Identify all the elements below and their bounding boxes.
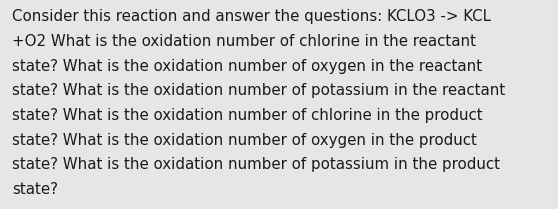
Text: state? What is the oxidation number of potassium in the product: state? What is the oxidation number of p… [12, 157, 501, 172]
Text: state? What is the oxidation number of potassium in the reactant: state? What is the oxidation number of p… [12, 83, 506, 98]
Text: state? What is the oxidation number of oxygen in the reactant: state? What is the oxidation number of o… [12, 59, 483, 74]
Text: +O2 What is the oxidation number of chlorine in the reactant: +O2 What is the oxidation number of chlo… [12, 34, 477, 49]
Text: state? What is the oxidation number of chlorine in the product: state? What is the oxidation number of c… [12, 108, 483, 123]
Text: Consider this reaction and answer the questions: KCLO3 -> KCL: Consider this reaction and answer the qu… [12, 9, 491, 24]
Text: state?: state? [12, 182, 58, 197]
Text: state? What is the oxidation number of oxygen in the product: state? What is the oxidation number of o… [12, 133, 477, 148]
